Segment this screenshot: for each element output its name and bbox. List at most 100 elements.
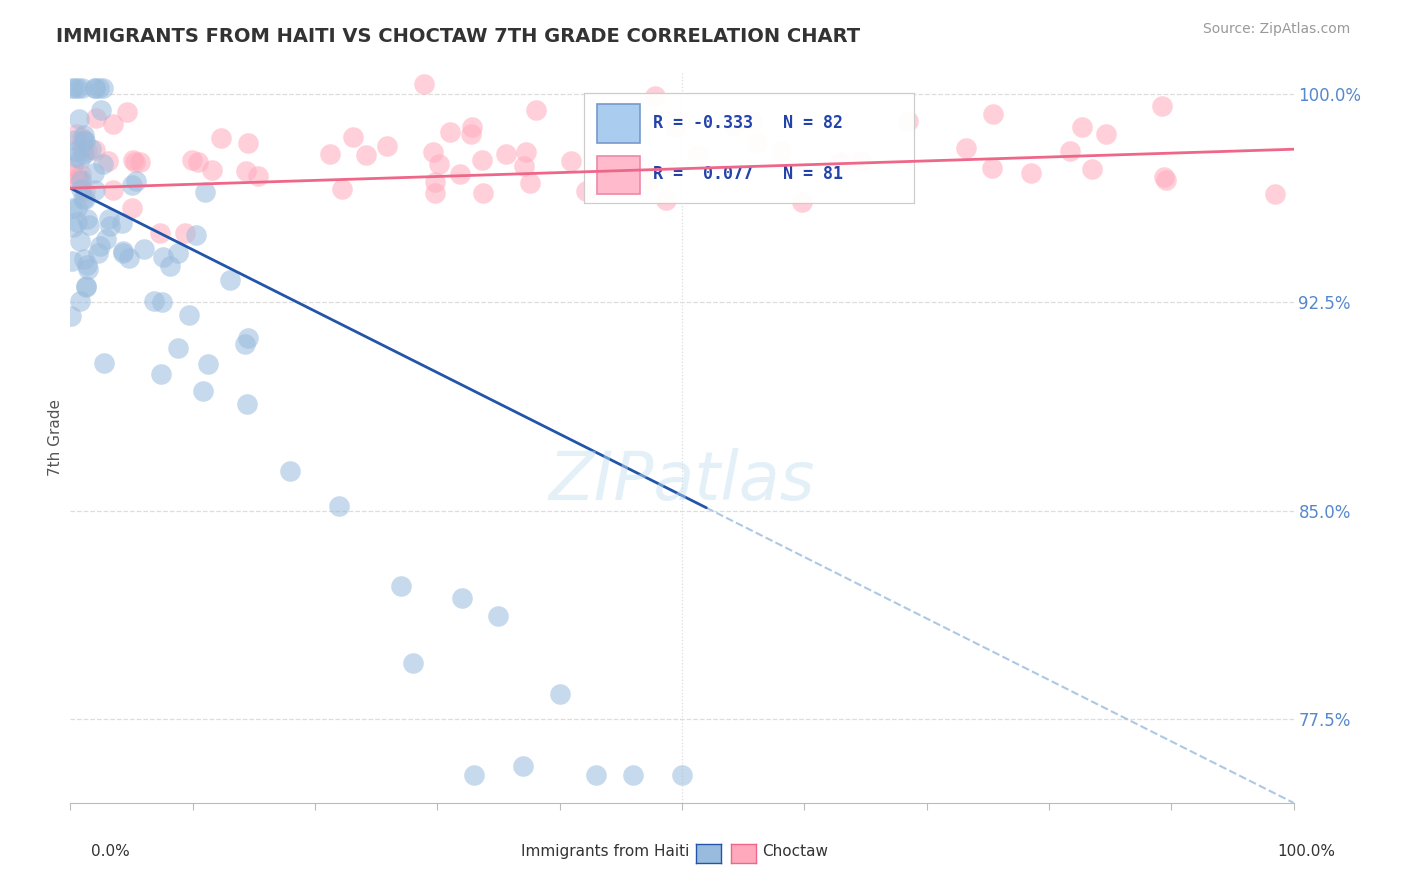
Point — [149, 367, 172, 381]
Point — [84, 183, 107, 197]
Point — [75, 280, 97, 294]
Text: IMMIGRANTS FROM HAITI VS CHOCTAW 7TH GRADE CORRELATION CHART: IMMIGRANTS FROM HAITI VS CHOCTAW 7TH GRA… — [56, 27, 860, 45]
Point — [688, 148, 710, 162]
Point — [121, 201, 143, 215]
Point — [450, 591, 472, 605]
Point — [98, 219, 121, 233]
Point — [67, 112, 90, 126]
Point — [1059, 144, 1081, 158]
Point — [429, 156, 451, 170]
Point — [1150, 98, 1173, 112]
Point — [83, 166, 105, 180]
Point — [60, 81, 83, 95]
Point — [235, 397, 257, 411]
Point — [84, 81, 107, 95]
Point — [122, 153, 145, 168]
Point — [90, 103, 112, 117]
Y-axis label: 7th Grade: 7th Grade — [48, 399, 63, 475]
Point — [209, 131, 232, 145]
Point — [174, 226, 197, 240]
Point — [70, 137, 93, 152]
Point — [124, 155, 146, 169]
Point — [66, 201, 89, 215]
Point — [65, 144, 87, 158]
Point — [233, 337, 256, 351]
Point — [89, 239, 111, 253]
Point — [201, 163, 224, 178]
Text: 100.0%: 100.0% — [1278, 845, 1336, 859]
Point — [1081, 162, 1104, 177]
Point — [70, 142, 93, 156]
Point — [495, 146, 517, 161]
Text: 0.0%: 0.0% — [91, 845, 131, 859]
Point — [70, 81, 93, 95]
Point — [449, 167, 471, 181]
Point — [132, 242, 155, 256]
Point — [65, 133, 87, 147]
Point — [129, 154, 152, 169]
Point — [470, 153, 492, 168]
Point — [73, 184, 96, 198]
Point — [70, 131, 93, 145]
Point — [638, 173, 661, 187]
Point — [513, 159, 536, 173]
Point — [897, 114, 920, 128]
Point — [238, 330, 260, 344]
Point — [73, 133, 96, 147]
Point — [73, 192, 96, 206]
Point — [69, 152, 91, 166]
Point — [621, 768, 644, 782]
Point — [247, 169, 270, 183]
Point — [150, 294, 173, 309]
Point — [280, 464, 302, 478]
Point — [671, 768, 693, 782]
Point — [76, 211, 98, 226]
Point — [65, 150, 87, 164]
Point — [121, 178, 143, 193]
Point — [66, 81, 89, 95]
Point — [747, 136, 769, 151]
Point — [1264, 186, 1286, 201]
Point — [125, 174, 148, 188]
Point — [66, 172, 89, 186]
Point — [619, 163, 641, 178]
Point — [463, 768, 485, 782]
Point — [83, 143, 105, 157]
Point — [98, 212, 121, 227]
Point — [471, 186, 494, 200]
Point — [461, 120, 484, 135]
Point — [955, 141, 977, 155]
Point — [62, 159, 84, 173]
Point — [460, 127, 482, 141]
Point — [103, 117, 125, 131]
Point — [94, 232, 117, 246]
Point — [439, 125, 461, 139]
Point — [218, 273, 240, 287]
Point — [375, 138, 398, 153]
Point — [65, 167, 87, 181]
Point — [180, 153, 202, 167]
Point — [828, 155, 851, 169]
Point — [235, 164, 257, 178]
Text: ZIPatlas: ZIPatlas — [548, 448, 815, 514]
Point — [112, 245, 135, 260]
Point — [112, 244, 135, 259]
Point — [76, 144, 98, 158]
Point — [72, 128, 94, 142]
Point — [524, 103, 547, 118]
Point — [644, 89, 666, 103]
Point — [63, 81, 86, 95]
Point — [607, 166, 630, 180]
Point — [574, 184, 596, 198]
Point — [73, 147, 96, 161]
Point — [75, 134, 97, 148]
Point — [184, 227, 207, 242]
Point — [111, 216, 134, 230]
Point — [77, 218, 100, 232]
Point — [76, 258, 98, 272]
Point — [654, 193, 676, 207]
Point — [413, 77, 436, 91]
Point — [159, 259, 181, 273]
Point — [560, 154, 582, 169]
Point — [83, 81, 105, 95]
